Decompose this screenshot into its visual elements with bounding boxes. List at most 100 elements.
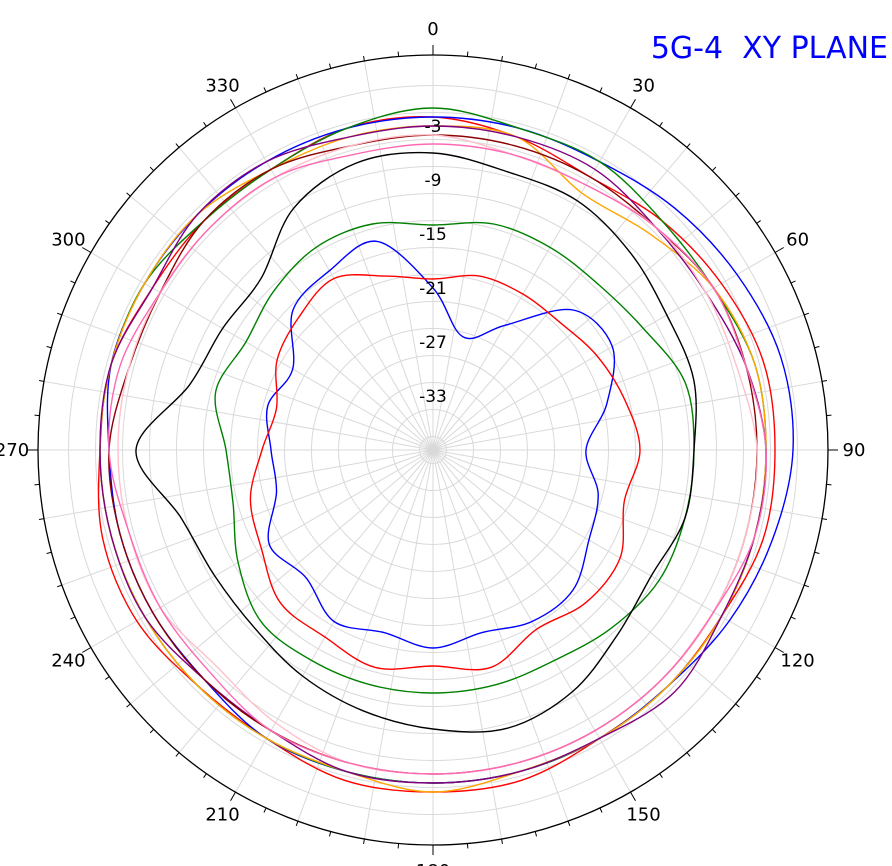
angle-tick-label: 30 xyxy=(632,75,655,96)
grid-spoke xyxy=(432,449,569,822)
angle-tick-label: 150 xyxy=(626,805,660,826)
angle-tick-mark xyxy=(56,312,62,316)
angle-tick-mark xyxy=(790,616,796,620)
angle-tick-mark xyxy=(599,807,603,813)
angle-tick-mark xyxy=(126,703,131,708)
radial-tick-label: -3 xyxy=(425,117,442,137)
angle-tick-label: 0 xyxy=(427,19,438,40)
grid-spoke xyxy=(432,449,823,520)
chart-title: 5G-4 XY PLANE xyxy=(651,31,888,66)
angle-tick-mark xyxy=(363,55,365,62)
angle-tick-mark xyxy=(149,728,155,734)
angle-tick-label: 240 xyxy=(51,651,85,672)
series-line-2 xyxy=(249,274,641,671)
angle-tick-mark xyxy=(630,99,636,109)
grid-spoke xyxy=(130,195,434,451)
radial-tick-label: -33 xyxy=(419,387,447,407)
angle-tick-mark xyxy=(328,63,332,69)
angle-tick-mark xyxy=(230,99,236,109)
radial-tick-label: -15 xyxy=(419,225,447,245)
angle-tick-mark xyxy=(686,752,691,757)
grid-spoke xyxy=(61,449,434,586)
angle-tick-mark xyxy=(814,551,820,555)
angle-tick-label: 180 xyxy=(416,861,450,866)
angle-tick-mark xyxy=(756,676,761,680)
angle-tick-mark xyxy=(686,143,691,148)
angle-tick-label: 210 xyxy=(205,805,239,826)
angle-tick-mark xyxy=(46,345,52,349)
series-line-3 xyxy=(214,221,695,694)
angle-tick-label: 60 xyxy=(786,230,809,251)
label-layer: 0 30 60 90 120 150 180 210 240 270 300 330 -3 -9 -15 -2… xyxy=(0,19,865,866)
grid-spoke xyxy=(297,449,434,822)
angle-tick-label: 330 xyxy=(205,75,239,96)
radial-tick-label: -21 xyxy=(419,279,447,299)
grid-spoke xyxy=(43,380,434,451)
angle-tick-mark xyxy=(126,192,131,197)
grid-spoke xyxy=(432,252,776,451)
angle-tick-mark xyxy=(105,676,110,680)
angle-tick-mark xyxy=(105,220,110,224)
angle-tick-mark xyxy=(230,791,236,801)
angle-tick-mark xyxy=(295,821,299,827)
grid-spoke xyxy=(432,147,688,451)
polar-grid xyxy=(28,45,838,855)
angle-tick-mark xyxy=(630,791,636,801)
angle-tick-label: 270 xyxy=(0,440,29,461)
angle-tick-mark xyxy=(774,247,784,253)
grid-spoke xyxy=(178,147,434,451)
angle-tick-mark xyxy=(599,87,603,93)
angle-tick-mark xyxy=(821,518,828,520)
angle-tick-mark xyxy=(82,247,92,253)
angle-tick-mark xyxy=(203,122,207,127)
series-line-1 xyxy=(265,240,616,649)
grid-spoke xyxy=(43,449,434,520)
grid-spoke xyxy=(432,78,569,451)
series-layer xyxy=(97,107,794,793)
series-line-4 xyxy=(135,151,697,733)
grid-spoke xyxy=(432,449,805,586)
angle-tick-mark xyxy=(175,143,180,148)
grid-spoke xyxy=(432,314,805,451)
angle-tick-mark xyxy=(804,312,810,316)
grid-spoke xyxy=(363,60,434,451)
angle-tick-mark xyxy=(363,838,365,845)
angle-tick-mark xyxy=(263,87,267,93)
angle-tick-mark xyxy=(534,831,538,837)
angle-tick-mark xyxy=(70,616,76,620)
angle-tick-mark xyxy=(175,752,180,757)
angle-tick-mark xyxy=(567,821,571,827)
angle-tick-mark xyxy=(295,73,299,79)
angle-tick-mark xyxy=(328,831,332,837)
grid-spoke xyxy=(432,380,823,451)
angle-tick-mark xyxy=(203,773,207,778)
angle-tick-mark xyxy=(82,647,92,653)
angle-tick-mark xyxy=(735,703,740,708)
grid-spoke xyxy=(432,449,503,840)
angle-tick-mark xyxy=(821,380,828,382)
series-line-12 xyxy=(108,143,767,775)
angle-tick-mark xyxy=(814,345,820,349)
grid-spoke xyxy=(61,314,434,451)
angle-tick-mark xyxy=(804,584,810,588)
angle-tick-mark xyxy=(501,55,503,62)
angle-tick-mark xyxy=(263,807,267,813)
angle-tick-mark xyxy=(38,518,45,520)
angle-tick-mark xyxy=(711,728,717,734)
angle-tick-mark xyxy=(711,166,717,172)
radial-tick-label: -27 xyxy=(419,333,447,353)
angle-tick-mark xyxy=(38,380,45,382)
grid-spoke xyxy=(432,449,776,648)
angle-tick-mark xyxy=(567,73,571,79)
grid-spoke xyxy=(432,449,688,753)
angle-tick-mark xyxy=(756,220,761,224)
angle-tick-mark xyxy=(534,63,538,69)
grid-spoke xyxy=(130,449,434,705)
angle-tick-mark xyxy=(149,166,155,172)
grid-spoke xyxy=(432,195,736,451)
angle-tick-mark xyxy=(774,647,784,653)
angle-tick-mark xyxy=(46,551,52,555)
radial-tick-label: -9 xyxy=(425,171,442,191)
angle-tick-mark xyxy=(735,192,740,197)
